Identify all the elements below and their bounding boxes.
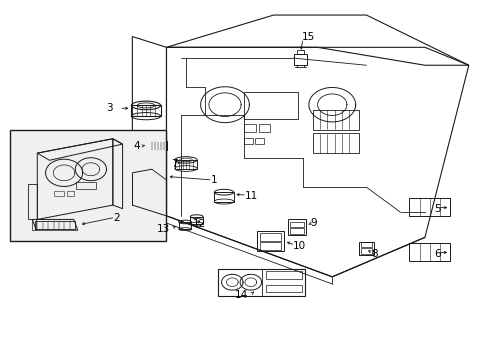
Text: 8: 8 [370,248,377,258]
Bar [266,285,301,292]
Bar [360,248,371,253]
Text: 4: 4 [133,141,140,151]
Bar [290,228,304,234]
Bar [312,134,358,153]
Bar [76,182,96,189]
Text: 7: 7 [171,159,178,169]
Bar [360,242,371,247]
Text: 6: 6 [434,248,440,258]
Bar [290,222,304,226]
Bar [288,220,305,235]
Text: 2: 2 [113,213,119,222]
Bar [174,160,197,168]
Bar [259,125,270,132]
Bar [312,110,358,130]
Text: 15: 15 [302,32,315,41]
Bar [214,192,233,202]
Bar [54,191,64,196]
Bar [66,191,74,196]
Bar [148,142,167,149]
Bar [256,231,284,251]
Text: 3: 3 [106,103,113,113]
Bar [190,217,203,224]
Bar [259,233,281,241]
Bar [266,271,301,279]
Bar [244,138,253,144]
Bar [358,242,373,255]
Text: 1: 1 [210,175,217,185]
Text: 13: 13 [157,224,170,234]
Text: 14: 14 [235,291,248,301]
Bar [408,243,449,261]
Text: 9: 9 [310,218,316,228]
Text: 11: 11 [244,191,257,201]
Bar [217,269,305,296]
Bar [255,138,264,144]
Bar [296,50,304,54]
Bar [293,54,307,64]
Text: 10: 10 [293,241,306,251]
Text: 12: 12 [193,219,206,229]
Bar [131,105,160,116]
Bar [244,92,298,119]
Bar [10,130,166,241]
Bar [178,222,191,229]
Bar [408,198,449,216]
Text: 5: 5 [434,204,440,214]
Bar [35,221,75,229]
Bar [244,125,255,132]
Bar [259,242,281,249]
